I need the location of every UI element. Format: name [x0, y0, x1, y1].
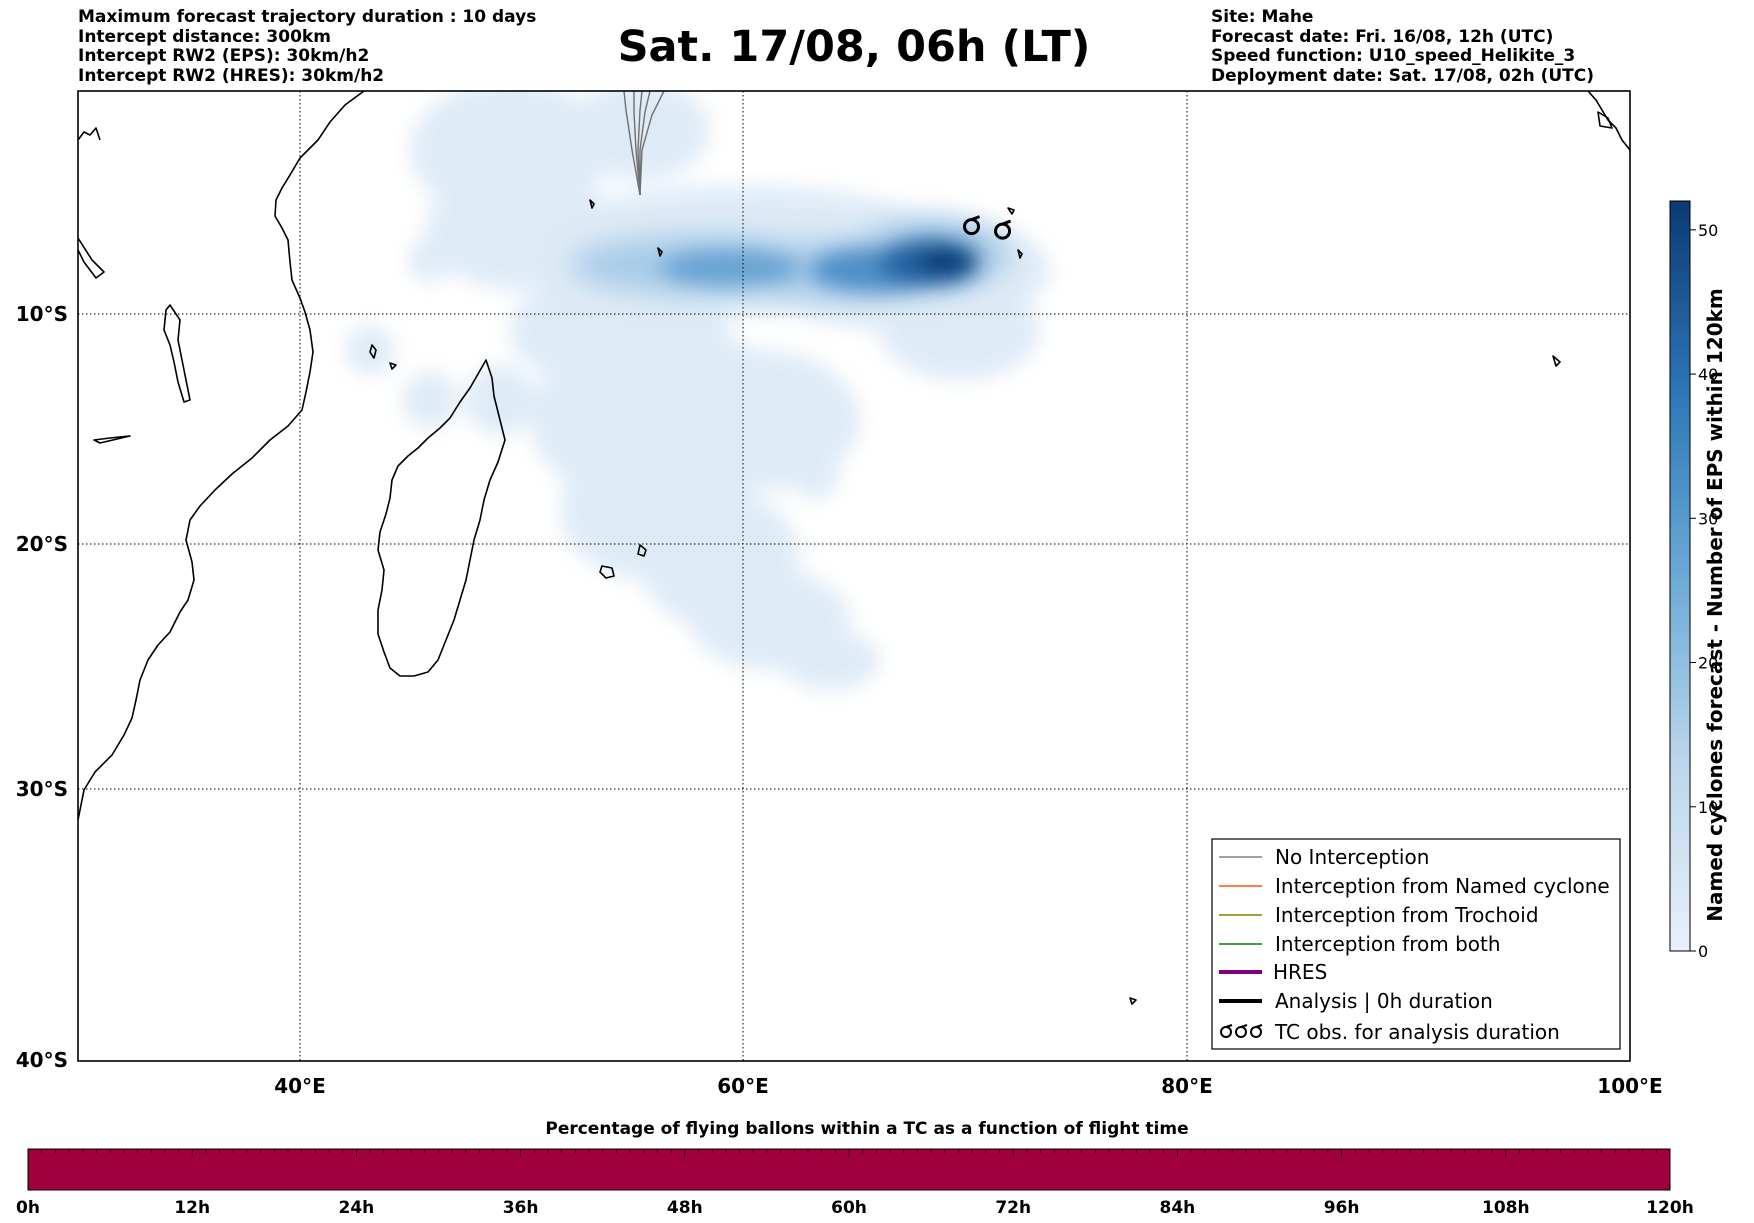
bottom-bar-title: Percentage of flying ballons within a TC… [545, 1119, 1188, 1139]
deployment-date-text: Deployment date: Sat. 17/08, 02h (UTC) [1211, 65, 1595, 86]
intercept-hres-text: Intercept RW2 (HRES): 30km/h2 [78, 65, 385, 86]
legend-item-both: Interception from both [1275, 932, 1501, 956]
header-right: Site: Mahe Forecast date: Fri. 16/08, 12… [1211, 7, 1595, 86]
coastlines [78, 91, 1630, 1005]
lat-tick-20s: 20°S [16, 532, 68, 556]
bottom-bar-tick-label: 24h [339, 1198, 375, 1218]
lon-tick-40e: 40°E [274, 1074, 326, 1098]
colorbar-ticks: 0 10 20 30 40 50 [1690, 221, 1718, 961]
bottom-bar-ticks: 0h 12h 24h 36h 48h 60h 72h 84h 96h 108h 120h [16, 1149, 1694, 1218]
bottom-bar-tick-label: 120h [1646, 1198, 1694, 1218]
legend: No Interception Interception from Named … [1211, 838, 1621, 1050]
no-interception-trajectories [623, 91, 665, 196]
colorbar-scale [1669, 200, 1691, 952]
lon-tick-60e: 60°E [717, 1074, 769, 1098]
bottom-bar-tick-label: 48h [667, 1198, 703, 1218]
bottom-bar-tick-label: 0h [16, 1198, 40, 1218]
cyclone-symbol-icon [1220, 1024, 1263, 1038]
bottom-bar-tick-label: 36h [503, 1198, 539, 1218]
lon-tick-100e: 100°E [1597, 1074, 1662, 1098]
bottom-bar-tick-label: 84h [1160, 1198, 1196, 1218]
site-text: Site: Mahe [1211, 7, 1314, 27]
legend-item-no-interception: No Interception [1275, 845, 1429, 869]
legend-item-named-cyclone: Interception from Named cyclone [1275, 874, 1610, 898]
page-title: Sat. 17/08, 06h (LT) [617, 22, 1091, 72]
colorbar-label: Named cyclones forecast - Number of EPS … [1703, 288, 1727, 922]
trajectory-duration-text: Maximum forecast trajectory duration : 1… [78, 7, 537, 27]
intercept-eps-text: Intercept RW2 (EPS): 30km/h2 [78, 46, 370, 66]
lat-tick-30s: 30°S [16, 777, 68, 801]
colorbar: 0 10 20 30 40 50 Named cyclones forecast - Nu… [1669, 200, 1727, 961]
legend-item-trochoid: Interception from Trochoid [1275, 903, 1539, 927]
legend-item-analysis: Analysis | 0h duration [1275, 989, 1493, 1013]
lat-tick-10s: 10°S [16, 302, 68, 326]
forecast-date-text: Forecast date: Fri. 16/08, 12h (UTC) [1211, 26, 1554, 47]
speed-function-text: Speed function: U10_speed_Helikite_3 [1211, 46, 1576, 66]
legend-item-tc-obs: TC obs. for analysis duration [1274, 1020, 1560, 1044]
bottom-bar-tick-label: 12h [174, 1198, 210, 1218]
colorbar-tick-label: 0 [1698, 942, 1708, 961]
tc-obs-layer [963, 215, 1012, 240]
lon-tick-80e: 80°E [1161, 1074, 1213, 1098]
bottom-bar-tick-label: 72h [995, 1198, 1031, 1218]
tc-obs-symbol [994, 219, 1012, 240]
bottom-bar-tick-label: 108h [1482, 1198, 1530, 1218]
colorbar-tick-label: 20 [1698, 654, 1718, 673]
colorbar-tick-label: 10 [1698, 798, 1718, 817]
colorbar-tick-label: 40 [1698, 365, 1718, 384]
header-left: Maximum forecast trajectory duration : 1… [78, 7, 537, 86]
bottom-bar-tick-label: 60h [831, 1198, 867, 1218]
gridlines [78, 91, 1630, 1061]
intercept-distance-text: Intercept distance: 300km [78, 26, 331, 47]
bottom-bar-tick-label: 96h [1324, 1198, 1360, 1218]
tc-obs-symbol [963, 215, 981, 236]
lat-tick-40s: 40°S [16, 1048, 68, 1072]
colorbar-tick-label: 50 [1698, 221, 1718, 240]
legend-item-hres: HRES [1273, 960, 1327, 984]
colorbar-tick-label: 30 [1698, 509, 1718, 528]
legend-box [1211, 838, 1621, 1050]
map-frame [77, 90, 1631, 1062]
density-strong-field [660, 238, 980, 292]
